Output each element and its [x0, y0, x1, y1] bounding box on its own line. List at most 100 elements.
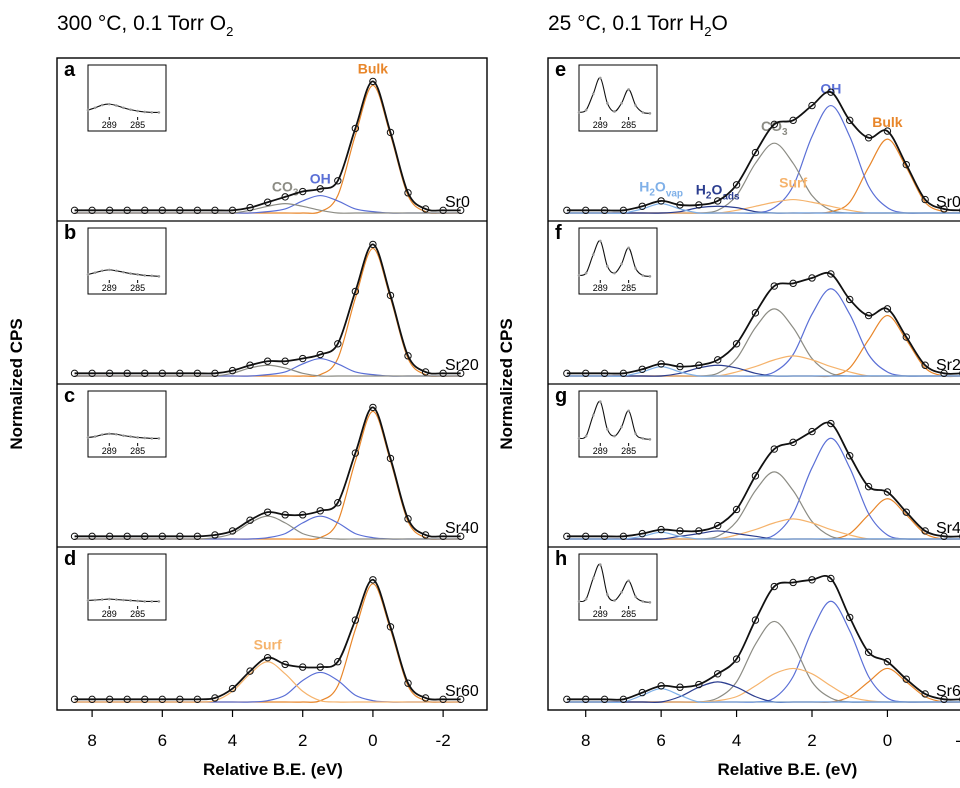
data-point [789, 116, 797, 125]
data-point [351, 616, 360, 624]
component-label: H2Ovap [639, 179, 683, 200]
data-point [316, 185, 324, 193]
inset-point [129, 599, 132, 602]
inset-point [150, 437, 154, 440]
inset-point [648, 438, 652, 441]
inset-point [584, 597, 588, 601]
data-point [263, 198, 272, 206]
inset-point [584, 271, 588, 275]
data-point [902, 675, 910, 683]
data-point [439, 369, 447, 378]
inset-point [620, 590, 623, 594]
inset-point [136, 599, 139, 603]
inset-tick-label: 289 [593, 446, 608, 456]
data-point [334, 499, 342, 507]
inset-point [157, 437, 161, 440]
data-point [657, 360, 665, 368]
x-tick-label: -2 [955, 731, 960, 750]
inset-frame [578, 227, 658, 295]
inset-point [122, 270, 125, 274]
data-point [808, 274, 816, 282]
inset-point [100, 433, 104, 437]
data-point [657, 197, 665, 205]
data-point [676, 683, 684, 691]
data-point [695, 361, 703, 369]
label-sub: 3 [782, 127, 788, 138]
data-point [883, 488, 892, 496]
label-sub: ads [722, 191, 740, 202]
data-point [123, 695, 131, 704]
data-point [404, 515, 412, 523]
inset-point [606, 101, 609, 105]
data-point [808, 101, 816, 110]
data-point [369, 576, 377, 584]
component-label: Bulk [872, 114, 903, 130]
inset-point [86, 273, 90, 276]
label-end: O [655, 179, 666, 195]
inset-point [129, 272, 132, 275]
data-point [770, 282, 778, 290]
panel-letter: d [64, 548, 76, 570]
data-point [732, 340, 741, 348]
inset-point [115, 432, 118, 436]
label-text: OH [310, 171, 331, 187]
panel-title: 25 °C, 0.1 Torr H2O [548, 12, 728, 39]
data-point [732, 505, 741, 514]
data-point [600, 695, 609, 704]
inset-point [584, 434, 588, 438]
data-point [582, 369, 590, 378]
data-point [638, 688, 646, 697]
inset-point [641, 600, 645, 603]
inset-point [627, 579, 630, 582]
inset-point [157, 600, 161, 603]
data-point [846, 116, 854, 125]
data-point [334, 177, 342, 185]
data-point [316, 663, 324, 671]
data-point [940, 369, 948, 378]
data-point [70, 206, 79, 215]
label-text: Bulk [358, 60, 389, 76]
panel-letter: g [555, 385, 567, 407]
data-point [827, 88, 835, 96]
inset-point [634, 595, 638, 599]
data-point [619, 206, 628, 215]
sample-label: Sr20 [445, 357, 479, 374]
inset-point [627, 246, 630, 250]
component-line [566, 620, 960, 703]
x-axis-label: Relative B.E. (eV) [203, 760, 343, 779]
data-point [281, 357, 289, 365]
inset-point [598, 76, 602, 80]
data-point [88, 206, 96, 215]
data-point [193, 369, 202, 378]
sample-label: Sr40 [936, 520, 960, 537]
inset-point [136, 273, 139, 276]
x-tick-label: 4 [732, 731, 741, 750]
inset-point [641, 274, 645, 277]
panel-letter: a [64, 59, 76, 81]
inset-point [150, 111, 154, 114]
data-point [421, 368, 430, 376]
data-point [883, 305, 892, 313]
component-line [74, 202, 461, 214]
data-point [386, 623, 395, 631]
data-point [789, 438, 797, 447]
component-label: Surf [779, 175, 807, 191]
inset-point [122, 106, 125, 110]
inset-point [150, 274, 154, 278]
data-point [299, 663, 307, 671]
label-text: Surf [779, 175, 807, 191]
data-point [369, 403, 377, 412]
data-point [600, 532, 609, 541]
inset-frame [578, 64, 658, 132]
inset-point [641, 437, 645, 440]
data-point [827, 419, 835, 428]
panel-letter: b [64, 222, 76, 244]
component-line [566, 198, 960, 214]
data-point [193, 695, 202, 704]
data-point [439, 532, 447, 541]
data-point [600, 369, 609, 378]
inset-point [122, 434, 125, 437]
envelope-line [566, 421, 960, 538]
data-point [714, 197, 722, 205]
